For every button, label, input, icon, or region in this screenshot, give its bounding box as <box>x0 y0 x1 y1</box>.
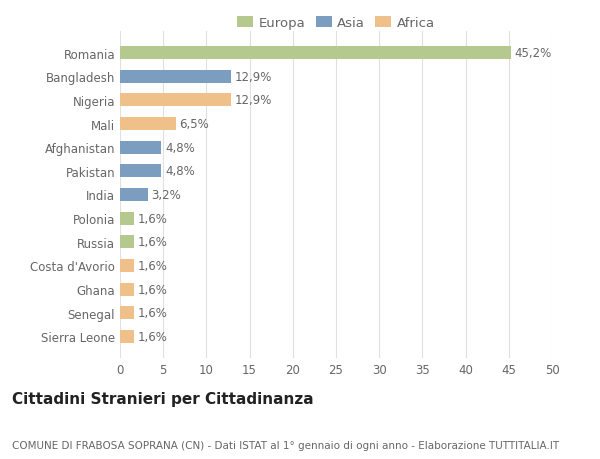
Text: 3,2%: 3,2% <box>151 189 181 202</box>
Bar <box>120 259 134 272</box>
Bar <box>120 330 134 343</box>
Bar <box>120 118 176 131</box>
Bar <box>120 189 148 202</box>
Text: 6,5%: 6,5% <box>179 118 209 131</box>
Bar <box>120 141 161 154</box>
Bar <box>120 71 232 84</box>
Text: 1,6%: 1,6% <box>137 259 167 272</box>
Bar <box>120 212 134 225</box>
Text: 4,8%: 4,8% <box>165 141 194 154</box>
Bar <box>120 47 511 60</box>
Text: 12,9%: 12,9% <box>235 94 272 107</box>
Legend: Europa, Asia, Africa: Europa, Asia, Africa <box>233 13 439 34</box>
Text: 1,6%: 1,6% <box>137 212 167 225</box>
Text: 45,2%: 45,2% <box>514 47 551 60</box>
Text: 1,6%: 1,6% <box>137 330 167 343</box>
Text: Cittadini Stranieri per Cittadinanza: Cittadini Stranieri per Cittadinanza <box>12 391 314 406</box>
Text: 1,6%: 1,6% <box>137 283 167 296</box>
Bar <box>120 165 161 178</box>
Bar <box>120 307 134 319</box>
Text: 1,6%: 1,6% <box>137 307 167 319</box>
Text: 12,9%: 12,9% <box>235 71 272 84</box>
Bar <box>120 94 232 107</box>
Text: COMUNE DI FRABOSA SOPRANA (CN) - Dati ISTAT al 1° gennaio di ogni anno - Elabora: COMUNE DI FRABOSA SOPRANA (CN) - Dati IS… <box>12 440 559 450</box>
Text: 4,8%: 4,8% <box>165 165 194 178</box>
Bar <box>120 236 134 249</box>
Text: 1,6%: 1,6% <box>137 236 167 249</box>
Bar <box>120 283 134 296</box>
